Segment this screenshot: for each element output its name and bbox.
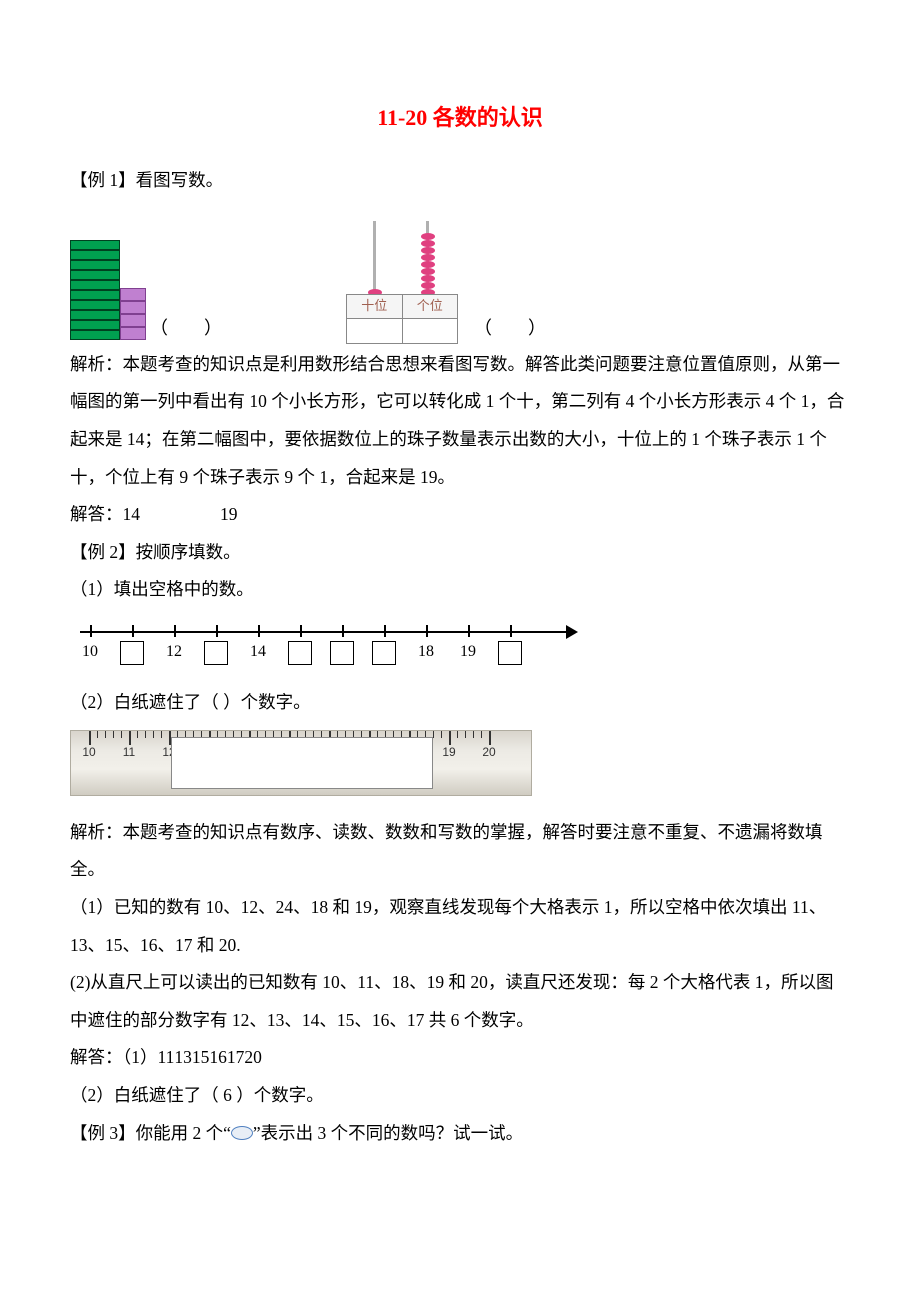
oval-icon (231, 1126, 253, 1140)
ex2-answer1-row: 解答：（1）111315161720 (70, 1039, 850, 1077)
page-title: 11-20 各数的认识 (70, 100, 850, 132)
ex3-heading: 【例 3】你能用 2 个“”表示出 3 个不同的数吗？试一试。 (70, 1115, 850, 1153)
ruler-figure: 2019181716151413121110 (70, 730, 532, 796)
ex2-heading: 【例 2】按顺序填数。 (70, 534, 850, 572)
ex1-abacus-figure: 十位 个位 (346, 210, 456, 340)
ex1-analysis: 解析：本题考查的知识点是利用数形结合思想来看图写数。解答此类问题要注意位置值原则… (70, 346, 850, 497)
abacus-ones-label: 个位 (403, 295, 458, 319)
ruler-paper-cover (171, 737, 433, 789)
ex2-sub2: （2）白纸遮住了（ ）个数字。 (70, 684, 850, 722)
blank-paren-2: （ ） (474, 314, 546, 340)
ex1-heading: 【例 1】看图写数。 (70, 162, 850, 200)
ex2-p2: (2)从直尺上可以读出的已知数有 10、11、18、19 和 20，读直尺还发现… (70, 964, 850, 1039)
ex2-p1: （1）已知的数有 10、12、24、18 和 19，观察直线发现每个大格表示 1… (70, 889, 850, 964)
ex1-figure-row: （ ） 十位 个位 （ ） (70, 210, 850, 340)
abacus-tens-label: 十位 (347, 295, 403, 319)
ex2-analysis: 解析：本题考查的知识点有数序、读数、数数和写数的掌握，解答时要注意不重复、不遗漏… (70, 814, 850, 889)
blank-paren-1: （ ） (150, 314, 222, 340)
ex2-sub1: （1）填出空格中的数。 (70, 571, 850, 609)
numberline-figure: 1012141819 (70, 617, 850, 672)
ex1-blocks-figure (70, 240, 146, 340)
ex1-answer: 解答：1419 (70, 496, 850, 534)
ex2-answer2: （2）白纸遮住了（ 6 ）个数字。 (70, 1077, 850, 1115)
